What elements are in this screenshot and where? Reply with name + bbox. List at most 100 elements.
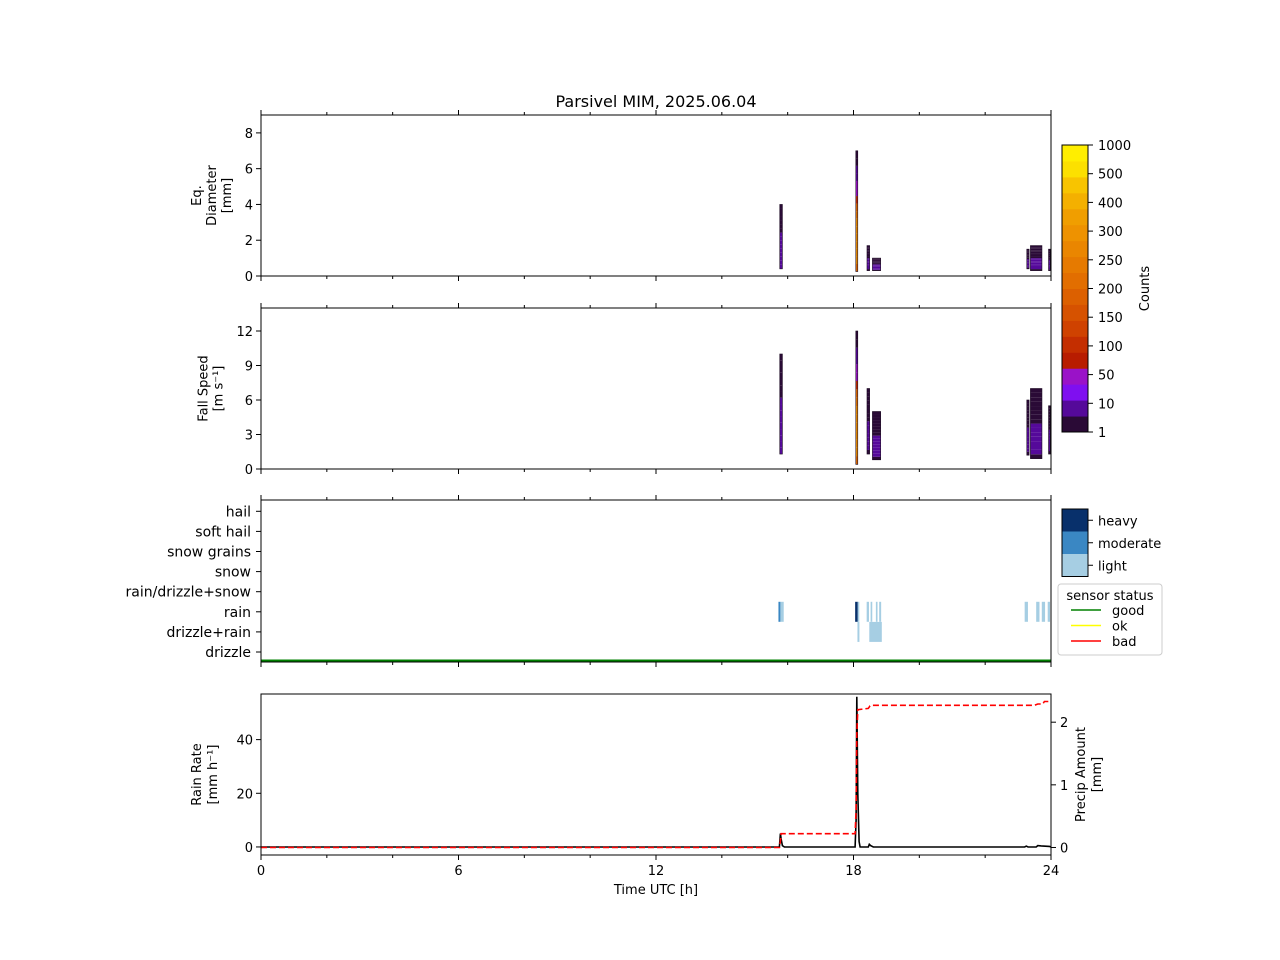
data-cell	[1026, 266, 1030, 268]
data-cell	[1048, 265, 1051, 267]
data-cell	[872, 456, 881, 460]
data-cell	[855, 364, 858, 373]
intensity-frame	[1061, 508, 1089, 577]
diameter-panel: 0 2 4 6 8 Eq. Diameter [mm]	[190, 110, 1052, 285]
data-cell	[1026, 406, 1030, 411]
category-label: drizzle+rain	[166, 625, 251, 641]
data-cell	[1026, 265, 1030, 267]
y-tick-label: 0	[245, 270, 253, 285]
data-cell	[779, 252, 783, 257]
data-cell	[1030, 253, 1042, 255]
data-cell	[855, 381, 858, 390]
data-cell	[1048, 438, 1051, 442]
colorbar-segment	[1062, 368, 1088, 385]
data-cell	[872, 262, 881, 264]
axes-frame	[260, 499, 1052, 663]
data-cell	[1048, 411, 1051, 415]
data-cell	[1030, 406, 1042, 411]
data-cell	[779, 435, 783, 442]
intensity-swatch	[1062, 531, 1088, 554]
data-cell	[779, 224, 783, 229]
counts-colorbar: 1 10 50 100 150 200 250 300 400 500 1000 Counts	[1061, 139, 1153, 441]
data-cell	[1026, 250, 1030, 252]
data-cell	[1048, 266, 1051, 268]
data-cell	[1048, 249, 1051, 251]
data-cell	[855, 331, 858, 340]
data-cell	[1026, 448, 1030, 452]
axes-frame	[260, 307, 1052, 470]
y-axis-label-line: Eq.	[190, 185, 205, 206]
data-cell	[855, 218, 858, 227]
data-cell	[866, 449, 870, 455]
data-cell	[855, 422, 858, 432]
colorbar-segment	[1062, 224, 1088, 242]
data-cell	[1048, 451, 1051, 455]
data-cell	[1030, 262, 1042, 265]
data-cell	[872, 447, 881, 451]
precip-block	[866, 601, 869, 622]
data-cell	[779, 397, 783, 405]
data-cell	[866, 400, 870, 405]
event-outline	[872, 411, 881, 461]
data-cell	[1048, 254, 1051, 256]
data-cell	[1048, 405, 1051, 409]
data-cell	[1030, 423, 1042, 428]
data-cell	[779, 379, 783, 386]
precip-block	[879, 601, 882, 622]
precip-block	[857, 601, 860, 622]
data-cell	[872, 261, 881, 263]
data-cell	[779, 232, 783, 237]
colorbar-tick-label: 300	[1098, 225, 1123, 240]
data-cell	[872, 262, 881, 263]
data-cell	[872, 264, 881, 266]
data-cell	[855, 165, 858, 174]
data-cell	[866, 445, 870, 450]
colorbar-tick-label: 100	[1098, 340, 1123, 355]
data-cell	[1048, 267, 1051, 270]
data-cell	[1026, 254, 1030, 256]
data-cell	[1026, 260, 1030, 262]
data-cell	[1026, 441, 1030, 445]
data-cell	[1048, 250, 1051, 252]
data-cell	[1026, 400, 1030, 404]
category-label: snow grains	[167, 545, 251, 561]
colorbar-segment	[1062, 160, 1088, 178]
data-cell	[866, 388, 870, 393]
colorbar-segment	[1062, 208, 1088, 226]
data-cell	[1048, 408, 1051, 412]
colorbar-segment	[1062, 304, 1088, 321]
colorbar-segment	[1062, 400, 1088, 417]
precip-amount-line	[261, 700, 1051, 849]
colorbar-tick-label: 200	[1098, 283, 1123, 298]
y2-tick-label: 2	[1060, 716, 1068, 731]
data-cell	[1026, 256, 1030, 258]
data-cell	[872, 267, 881, 269]
data-cell	[872, 444, 881, 448]
event-outline	[1048, 248, 1051, 271]
data-cell	[1026, 263, 1030, 266]
precip-block	[1041, 601, 1046, 622]
data-cell	[855, 203, 858, 212]
data-cell	[1030, 445, 1042, 450]
event-outline	[1026, 248, 1030, 270]
data-cell	[855, 397, 858, 407]
data-cell	[866, 248, 870, 251]
data-cell	[855, 173, 858, 181]
data-cell	[866, 245, 870, 248]
event-outline	[855, 150, 859, 272]
intensity-swatch	[1062, 554, 1088, 577]
data-cell	[1030, 392, 1042, 398]
colorbar-segment	[1062, 176, 1088, 194]
data-cell	[866, 269, 870, 271]
colorbar-tick-label: 250	[1098, 254, 1123, 269]
data-cell	[855, 256, 858, 264]
x-tick-label: 24	[1043, 864, 1060, 879]
data-cell	[866, 265, 870, 268]
data-cell	[779, 422, 783, 430]
data-cell	[872, 429, 881, 433]
data-cell	[872, 414, 881, 418]
data-cell	[1026, 261, 1030, 263]
data-cell	[1048, 448, 1051, 452]
data-cell	[1030, 251, 1042, 254]
